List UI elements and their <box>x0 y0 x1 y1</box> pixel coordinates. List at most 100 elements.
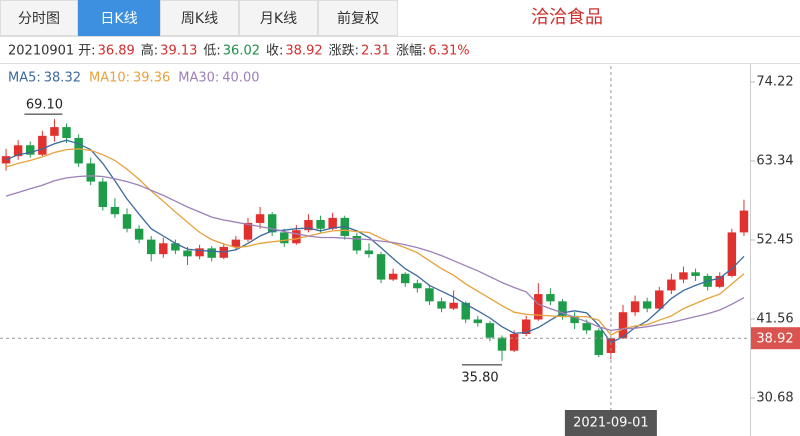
candle-body <box>183 250 192 257</box>
candle-body <box>110 206 120 215</box>
tab-label[interactable]: 月K线 <box>260 11 297 27</box>
legend: MA5: 38.32 MA10: 39.36 MA30: 40.00 <box>8 71 259 86</box>
tab[interactable] <box>239 0 318 36</box>
y-tick-label: 74.22 <box>756 74 793 89</box>
quote-text: 6.31% <box>428 44 469 59</box>
candle-body <box>558 301 567 316</box>
y-tick-label: 41.56 <box>756 312 793 327</box>
candle-body <box>280 232 289 244</box>
legend-value: 39.36 <box>133 71 170 86</box>
quote-text: 收: <box>266 44 283 59</box>
high-label: 69.10 <box>26 98 63 113</box>
candle-body <box>582 323 591 331</box>
candle-body <box>449 302 458 309</box>
quote-text: 36.02 <box>223 44 260 59</box>
candle-body <box>38 135 47 155</box>
legend-value: 40.00 <box>222 71 259 86</box>
candle-body <box>364 250 374 255</box>
candle-body <box>292 230 301 244</box>
cursor-price-box <box>751 327 800 350</box>
candle-body <box>146 239 156 255</box>
candle-body <box>316 220 325 229</box>
y-tick-label: 63.34 <box>756 153 793 168</box>
legend-name: MA10: <box>89 71 130 86</box>
y-tick-label: 52.45 <box>756 232 793 247</box>
candle-body <box>655 290 664 309</box>
tab[interactable] <box>318 0 398 36</box>
candle-body <box>255 214 265 223</box>
candle-body <box>328 217 337 229</box>
candle-body <box>546 294 555 302</box>
candle-body <box>243 222 253 240</box>
candle-body <box>739 210 749 233</box>
candle-body <box>534 294 543 320</box>
candle-body <box>74 138 83 164</box>
candle-body <box>352 236 362 251</box>
candle-body <box>304 220 313 231</box>
candle-body <box>159 243 168 255</box>
tab-bar: 分时图 日K线 周K线 月K线 前复权 <box>0 0 398 36</box>
candle-body <box>630 301 640 313</box>
tab[interactable] <box>78 0 160 36</box>
quote-text: 36.89 <box>98 44 135 59</box>
candle-body <box>86 163 95 182</box>
ma-line <box>5 175 745 332</box>
candle-body <box>413 283 422 289</box>
candle-body <box>618 312 628 339</box>
legend-name: MA5: <box>8 71 41 86</box>
candle-body <box>401 273 410 284</box>
cursor-date-label: 2021-09-01 <box>573 416 649 431</box>
candle-body <box>50 127 59 136</box>
candle-body <box>485 323 495 338</box>
candle-body <box>207 248 216 258</box>
candle-body <box>134 228 144 240</box>
candle-body <box>437 301 446 309</box>
legend-name: MA30: <box>178 71 219 86</box>
candle-body <box>461 302 470 320</box>
ma-line <box>5 148 745 336</box>
candle-body <box>62 127 71 139</box>
candle-body <box>594 330 604 355</box>
candle-body <box>231 239 241 247</box>
candle-body <box>667 279 676 291</box>
stock-name: 洽洽食品 <box>531 7 603 28</box>
candle-body <box>679 272 688 280</box>
candle-body <box>376 254 386 280</box>
candle-body <box>727 232 737 276</box>
candle-body <box>521 319 531 334</box>
quote-text: 38.92 <box>285 44 322 59</box>
cursor-date-box <box>564 410 657 436</box>
tab[interactable] <box>160 0 239 36</box>
candle-body <box>715 275 724 287</box>
y-tick-label: 30.68 <box>756 391 793 406</box>
cursor-price-label: 38.92 <box>756 332 793 347</box>
candle-body <box>570 315 579 324</box>
tab-label[interactable]: 前复权 <box>337 10 379 27</box>
quote-text: 20210901 <box>8 44 74 59</box>
candle-body <box>509 333 519 351</box>
quote-text: 高: <box>141 43 158 59</box>
candle-body <box>642 301 652 309</box>
plot: 74.22 63.34 52.45 41.56 30.68 38.92 2021-09-01… <box>0 66 800 436</box>
tab[interactable] <box>0 0 78 36</box>
tab-label[interactable]: 分时图 <box>18 11 60 27</box>
tab-label[interactable]: 周K线 <box>181 11 218 27</box>
quote-text: 开: <box>78 44 95 59</box>
candle-body <box>26 145 35 155</box>
candle-body <box>497 337 507 351</box>
candle-body <box>267 214 277 233</box>
candle-body <box>691 272 700 276</box>
candle-body <box>606 338 616 353</box>
quote-text: 39.13 <box>160 44 197 59</box>
candle-body <box>98 181 108 207</box>
tab-label[interactable]: 日K线 <box>100 11 137 27</box>
candle-body <box>171 243 180 251</box>
quote-row: 20210901 开: 36.89 高: 39.13 低: 36.02 收: 38.92 涨跌: 2… <box>8 43 470 59</box>
quote-text: 涨跌: <box>329 43 359 59</box>
legend-value: 38.32 <box>44 71 81 86</box>
low-label: 35.80 <box>461 370 498 385</box>
candle-body <box>473 319 483 324</box>
quote-text: 2.31 <box>361 44 390 59</box>
